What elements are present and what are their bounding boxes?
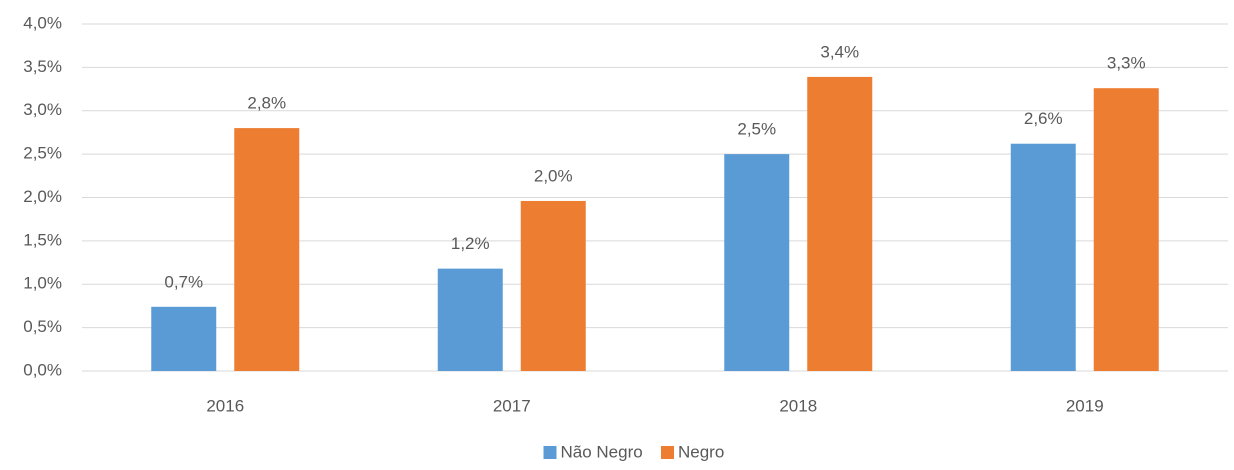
- legend-label: Negro: [678, 442, 724, 461]
- bar: [1093, 88, 1159, 371]
- legend-label: Não Negro: [561, 442, 643, 461]
- bar: [520, 200, 586, 371]
- bar: [724, 154, 790, 371]
- data-label: 2,5%: [737, 120, 776, 139]
- data-label: 3,3%: [1107, 54, 1146, 73]
- data-label: 3,4%: [820, 42, 859, 61]
- bar: [437, 268, 503, 371]
- data-label: 1,2%: [451, 234, 490, 253]
- data-label: 0,7%: [164, 272, 203, 291]
- bar: [151, 306, 217, 371]
- y-tick-label: 2,0%: [23, 187, 62, 206]
- bar: [1010, 143, 1076, 371]
- y-tick-label: 1,0%: [23, 274, 62, 293]
- y-tick-label: 2,5%: [23, 144, 62, 163]
- x-tick-label: 2019: [1066, 396, 1104, 415]
- y-tick-label: 3,5%: [23, 57, 62, 76]
- data-label: 2,8%: [247, 94, 286, 113]
- data-label: 2,0%: [534, 166, 573, 185]
- y-tick-label: 0,5%: [23, 317, 62, 336]
- x-tick-label: 2017: [493, 396, 531, 415]
- legend-swatch: [661, 446, 674, 459]
- y-tick-label: 3,0%: [23, 100, 62, 119]
- y-tick-label: 1,5%: [23, 230, 62, 249]
- data-label: 2,6%: [1024, 109, 1063, 128]
- x-tick-label: 2016: [206, 396, 244, 415]
- bar: [234, 128, 300, 371]
- bar: [807, 76, 873, 371]
- x-tick-label: 2018: [779, 396, 817, 415]
- y-tick-label: 0,0%: [23, 360, 62, 379]
- legend-swatch: [543, 446, 557, 459]
- y-tick-label: 4,0%: [23, 13, 62, 32]
